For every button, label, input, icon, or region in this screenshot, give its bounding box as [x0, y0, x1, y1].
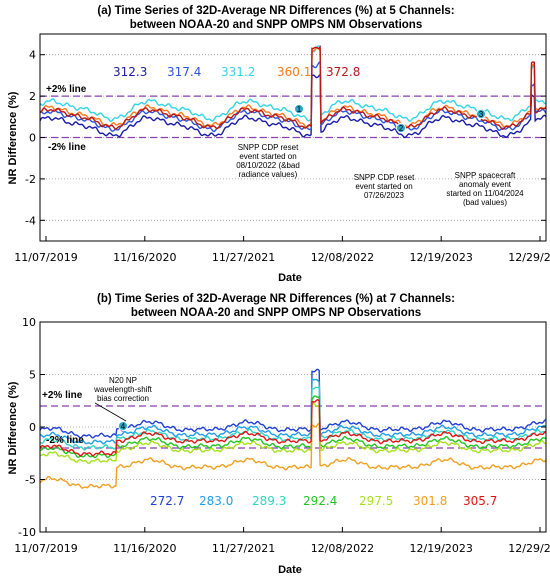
annotation-marker	[294, 104, 304, 114]
annotation-marker	[476, 109, 486, 119]
panel-b-subtitle: between NOAA-20 and SNPP OMPS NP Observa…	[131, 307, 421, 319]
legend-item-331.2: 331.2	[221, 65, 255, 79]
panel-b-legend: 272.7 283.0 289.3 292.4 297.5 301.8 305.7	[150, 494, 497, 508]
series-line-301.8	[39, 422, 547, 489]
annotation-text: event started on	[355, 182, 412, 191]
annotation-text: anomaly event	[459, 180, 512, 189]
legend-item-372.8: 372.8	[326, 65, 360, 79]
series-line-372.8	[39, 45, 547, 131]
y-tick-label: 0	[29, 421, 36, 434]
annotation-text: SNPP CDP reset	[238, 143, 299, 152]
panel-b-x-axis-label: Date	[278, 564, 302, 576]
x-tick-label: 12/08/2022	[311, 542, 374, 555]
annotation-text: wavelength-shift	[93, 385, 153, 394]
panel-a-series	[39, 45, 547, 139]
panel-a-y-axis-label: NR Difference (%)	[7, 91, 19, 184]
y-tick-label: 0	[29, 132, 36, 145]
annotation-marker-label: 3	[479, 110, 484, 119]
y-tick-label: 5	[29, 369, 36, 382]
panel-a-x-axis-label: Date	[278, 272, 302, 284]
legend-item-305.7: 305.7	[463, 494, 497, 508]
panel-a-x-ticks: 11/07/2019 11/16/2020 11/27/2021 12/08/2022…	[14, 236, 550, 264]
series-line-305.7	[39, 399, 547, 457]
series-line-297.5	[39, 402, 546, 465]
y-tick-label: -5	[25, 474, 36, 487]
annotation-marker	[396, 123, 406, 133]
legend-item-292.4: 292.4	[303, 494, 337, 508]
annotation-text: SNPP CDP reset	[354, 173, 415, 182]
series-line-312.3	[39, 72, 547, 139]
annotation-marker-label: 1	[297, 105, 302, 114]
y-tick-label: -10	[18, 526, 36, 539]
annotation-marker	[118, 421, 128, 431]
panel-a-y-ticks: -4 -2 0 2 4	[25, 49, 546, 227]
legend-item-283.0: 283.0	[199, 494, 233, 508]
legend-item-317.4: 317.4	[167, 65, 201, 79]
annotation-text: N20 NP	[109, 376, 137, 385]
x-tick-label: 12/08/2022	[311, 251, 374, 264]
y-tick-label: 2	[29, 90, 36, 103]
annotation-text: SNPP spacecraft	[455, 171, 517, 180]
panel-b-plus2-label: +2% line	[42, 390, 83, 401]
panel-b-title: (b) Time Series of 32D-Average NR Differ…	[97, 293, 455, 305]
series-line-331.2	[39, 45, 546, 123]
series-line-292.4	[40, 395, 546, 459]
panel-a-minus2-label: -2% line	[48, 142, 86, 153]
panel-b-series	[39, 368, 547, 489]
annotation-text: started on 11/04/2024	[446, 189, 524, 198]
annotation-text: event started on	[239, 152, 296, 161]
y-tick-label: 4	[29, 49, 36, 62]
annotation-text: radiance values)	[239, 170, 298, 179]
x-tick-label: 11/27/2021	[212, 251, 275, 264]
panel-b-minus2-label: -2% line	[46, 435, 84, 446]
annotation-text: (bad values)	[463, 198, 507, 207]
panel-a: (a) Time Series of 32D-Average NR Differ…	[7, 5, 550, 284]
annotation-marker-label: 2	[399, 124, 404, 133]
legend-item-360.1: 360.1	[277, 65, 311, 79]
x-tick-label: 11/27/2021	[212, 542, 275, 555]
annotation-text: bias correction	[97, 394, 149, 403]
panel-a-plus2-label: +2% line	[46, 84, 87, 95]
legend-item-272.7: 272.7	[150, 494, 184, 508]
x-tick-label: 11/16/2020	[113, 251, 176, 264]
panel-a-legend: 312.3 317.4 331.2 360.1 372.8	[113, 65, 360, 79]
panel-a-subtitle: between NOAA-20 and SNPP OMPS NM Observa…	[130, 19, 422, 31]
panel-a-reference-lines	[40, 95, 546, 139]
panel-b: (b) Time Series of 32D-Average NR Differ…	[7, 293, 550, 576]
y-tick-label: -2	[25, 173, 36, 186]
annotation-text: 07/26/2023	[364, 191, 405, 200]
x-tick-label: 12/29/2024	[508, 542, 550, 555]
x-tick-label: 12/29/2024	[508, 251, 550, 264]
annotation-marker-label: 4	[121, 422, 126, 431]
panel-b-x-ticks: 11/07/2019 11/16/2020 11/27/2021 12/08/2022…	[14, 527, 550, 555]
x-tick-label: 12/19/2023	[409, 251, 472, 264]
annotation-text: 08/10/2022 (&bad	[236, 161, 300, 170]
x-tick-label: 12/19/2023	[409, 542, 472, 555]
y-tick-label: 10	[22, 316, 36, 329]
panel-b-y-axis-label: NR Difference (%)	[7, 381, 19, 474]
annotation-pointer	[94, 402, 127, 422]
panel-a-title: (a) Time Series of 32D-Average NR Differ…	[97, 5, 454, 17]
legend-item-301.8: 301.8	[413, 494, 447, 508]
legend-item-289.3: 289.3	[252, 494, 286, 508]
y-tick-label: -4	[25, 214, 36, 227]
x-tick-label: 11/07/2019	[14, 251, 77, 264]
x-tick-label: 11/16/2020	[113, 542, 176, 555]
x-tick-label: 11/07/2019	[14, 542, 77, 555]
panel-b-y-ticks: -10 -5 0 5 10	[18, 316, 546, 539]
legend-item-297.5: 297.5	[359, 494, 393, 508]
series-line-283.0	[40, 377, 547, 445]
series-line-317.4	[39, 60, 547, 133]
legend-item-312.3: 312.3	[113, 65, 147, 79]
